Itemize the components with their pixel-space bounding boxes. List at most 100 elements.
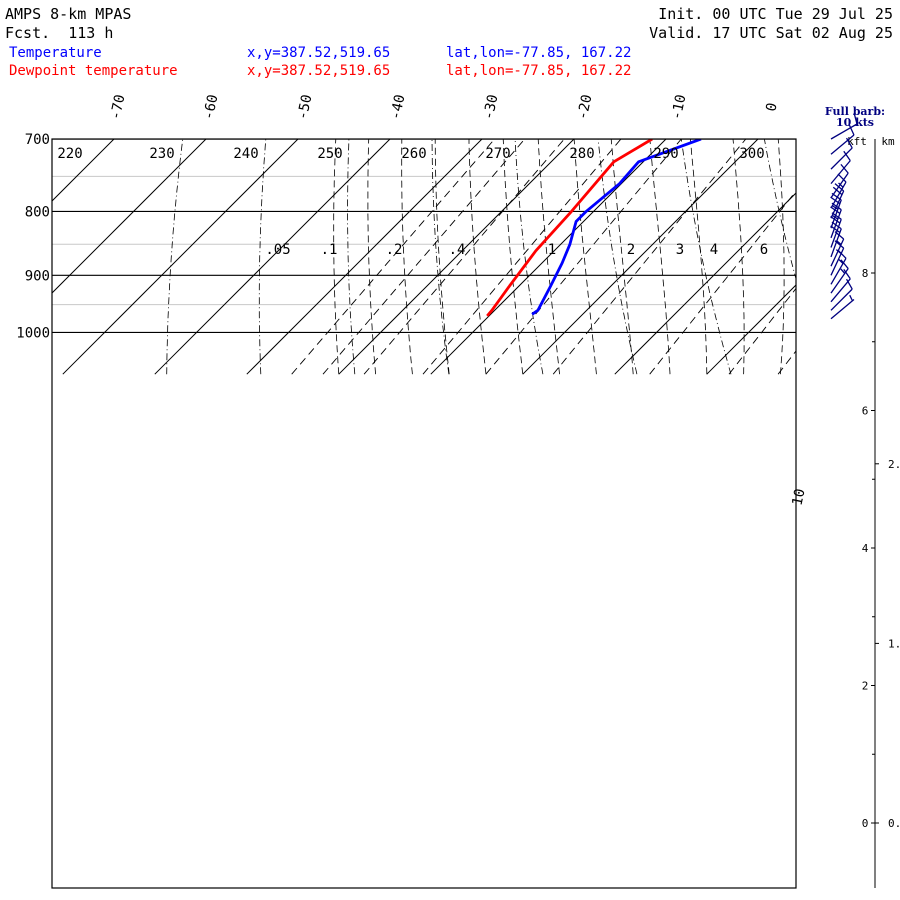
mixing-ratio-label: 4 <box>710 242 718 258</box>
kft-tick-label: 2 <box>862 680 869 693</box>
temperature-profile <box>531 139 702 316</box>
mixing-ratio-line <box>291 139 496 375</box>
wind-barb <box>830 294 855 320</box>
kft-tick-label: 8 <box>862 267 869 280</box>
moist-adiabat <box>401 139 413 375</box>
moist-adiabat <box>573 139 597 375</box>
mixing-ratio-label: 6 <box>760 242 768 258</box>
pressure-label: 700 <box>25 132 50 148</box>
mixing-ratio-label: 2 <box>627 242 635 258</box>
dry-adiabat-label: 280 <box>569 146 594 162</box>
dry-adiabat <box>166 139 184 375</box>
dry-adiabat <box>763 139 796 281</box>
moist-adiabat <box>649 139 671 375</box>
mixing-ratio-label: 3 <box>676 242 684 258</box>
dry-adiabat-label: 220 <box>57 146 82 162</box>
init-time: Init. 00 UTC Tue 29 Jul 25 <box>658 5 893 23</box>
moist-adiabat <box>891 90 900 374</box>
dry-adiabat <box>837 90 900 374</box>
wind-barb <box>830 259 849 294</box>
mixing-ratio-label: .4 <box>449 242 466 258</box>
mixing-ratio-line <box>322 139 526 375</box>
moist-adiabat <box>689 139 708 375</box>
wind-barb <box>830 137 853 170</box>
dry-adiabat <box>258 139 267 375</box>
pressure-label: 900 <box>25 268 50 284</box>
dewpoint-profile <box>486 139 653 317</box>
wind-barb <box>830 221 842 258</box>
wind-barb <box>830 163 849 199</box>
dry-adiabat <box>514 139 544 375</box>
wind-barb <box>830 269 851 303</box>
isotherm <box>891 123 900 374</box>
legend-temperature-xy: x,y=387.52,519.65 <box>247 45 390 61</box>
kft-tick-label: 4 <box>862 542 869 555</box>
valid-time: Valid. 17 UTC Sat 02 Aug 25 <box>649 24 893 42</box>
moist-adiabat <box>610 139 634 375</box>
km-axis-label: km <box>881 135 895 148</box>
temperature-label: 10 <box>790 487 809 507</box>
dry-adiabat-label: 290 <box>653 146 678 162</box>
dry-adiabat <box>597 139 638 375</box>
temperature-label: -20 <box>575 93 596 121</box>
mixing-ratio-label: 1 <box>548 242 556 258</box>
moist-adiabat <box>537 139 560 375</box>
mixing-ratio-line <box>867 90 900 374</box>
wind-barb <box>830 124 855 155</box>
wind-barb <box>830 249 847 285</box>
dry-adiabat-label: 250 <box>317 146 342 162</box>
temperature-label: -50 <box>295 93 316 121</box>
dry-adiabat <box>431 139 450 375</box>
wind-barb <box>830 202 842 239</box>
kft-axis-label: kft <box>847 135 867 148</box>
mixing-ratio-label: .1 <box>321 242 338 258</box>
dry-adiabat-label: 260 <box>401 146 426 162</box>
mixing-ratio-label: .05 <box>265 242 290 258</box>
dry-adiabat-label: 230 <box>149 146 174 162</box>
temperature-label: 0 <box>763 101 780 113</box>
legend: Temperature x,y=387.52,519.65 lat,lon=-7… <box>9 45 631 79</box>
mixing-ratio-line <box>422 139 622 375</box>
km-tick-label: 1. <box>888 637 900 650</box>
temperature-label: -60 <box>201 93 222 121</box>
kft-tick-label: 6 <box>862 405 869 418</box>
dry-adiabat-label: 300 <box>739 146 764 162</box>
temperature-label: -10 <box>669 93 690 121</box>
legend-dewpoint-name: Dewpoint temperature <box>9 63 178 79</box>
header: AMPS 8-km MPAS Fcst. 113 h Init. 00 UTC … <box>5 5 893 42</box>
dry-adiabat-label: 240 <box>233 146 258 162</box>
temperature-label: -40 <box>388 93 409 121</box>
moist-adiabat <box>732 139 745 375</box>
mixing-ratio-line <box>814 90 900 374</box>
temperature-label: -70 <box>108 93 129 121</box>
wind-panel: 8 6 4 2 0 2. 1. 0. <box>830 112 900 888</box>
moist-adiabat <box>434 139 450 375</box>
barb-speed-label: 10 kts <box>836 116 874 129</box>
mixing-ratio-label: .2 <box>386 242 403 258</box>
pressure-label: 1000 <box>16 325 50 341</box>
moist-adiabat <box>854 90 876 374</box>
mixing-ratio-line <box>552 139 747 375</box>
kft-tick-label: 0 <box>862 817 869 830</box>
legend-dewpoint-latlon: lat,lon=-77.85, 167.22 <box>446 63 631 79</box>
model-title: AMPS 8-km MPAS <box>5 5 131 23</box>
wind-barb <box>830 231 845 267</box>
km-tick-label: 0. <box>888 817 900 830</box>
wind-barb <box>830 112 858 140</box>
legend-temperature-latlon: lat,lon=-77.85, 167.22 <box>446 45 631 61</box>
full-barb-label: Full barb: <box>825 105 885 118</box>
moist-adiabat <box>502 139 524 375</box>
wind-panel-title: Full barb: 10 kts kft km <box>825 105 895 148</box>
wind-barb <box>830 150 851 185</box>
pressure-label: 800 <box>25 204 50 220</box>
wind-barb <box>830 278 853 311</box>
dry-adiabat <box>347 139 356 375</box>
isotherm <box>52 139 115 202</box>
moist-adiabat <box>333 139 340 375</box>
temperature-label: -30 <box>481 93 502 121</box>
legend-dewpoint-xy: x,y=387.52,519.65 <box>247 63 390 79</box>
isotherm <box>522 139 759 375</box>
dry-adiabat-label: 270 <box>485 146 510 162</box>
mixing-ratio-line <box>728 287 796 375</box>
